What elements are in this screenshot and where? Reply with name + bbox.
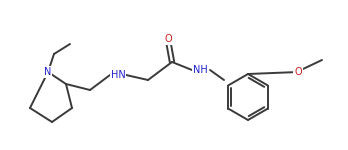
Text: NH: NH xyxy=(193,65,207,75)
Text: O: O xyxy=(164,34,172,44)
Text: O: O xyxy=(294,67,302,77)
Text: N: N xyxy=(44,67,52,77)
Text: HN: HN xyxy=(111,70,125,80)
